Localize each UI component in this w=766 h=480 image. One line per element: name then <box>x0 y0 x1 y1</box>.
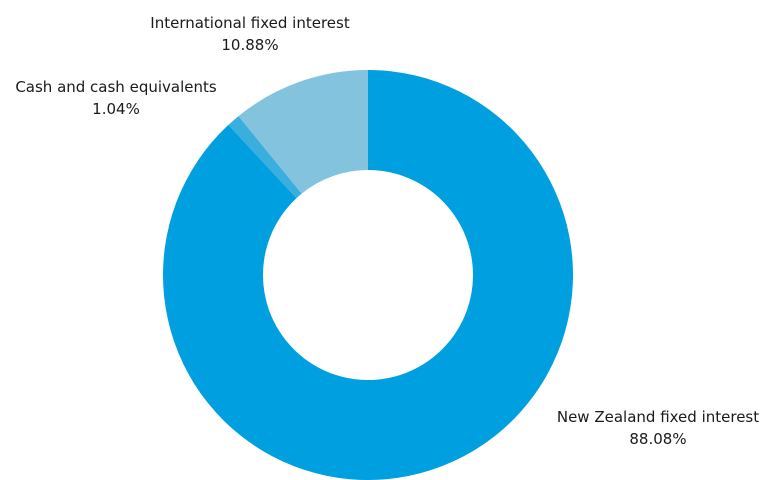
slice-new-zealand-fixed-interest <box>163 70 573 480</box>
donut-slices <box>163 70 573 480</box>
slice-international-fixed-interest <box>238 70 368 194</box>
slice-label-name: International fixed interest <box>150 14 350 32</box>
slice-label-value: 10.88% <box>221 36 278 54</box>
slice-cash-and-cash-equivalents <box>228 116 302 199</box>
slice-label-value: 1.04% <box>92 100 140 118</box>
slice-label-value: 88.08% <box>629 430 686 448</box>
slice-label-name: Cash and cash equivalents <box>15 78 217 96</box>
slice-labels: New Zealand fixed interest 88.08% Cash and… <box>15 14 759 448</box>
slice-label-name: New Zealand fixed interest <box>557 408 759 426</box>
